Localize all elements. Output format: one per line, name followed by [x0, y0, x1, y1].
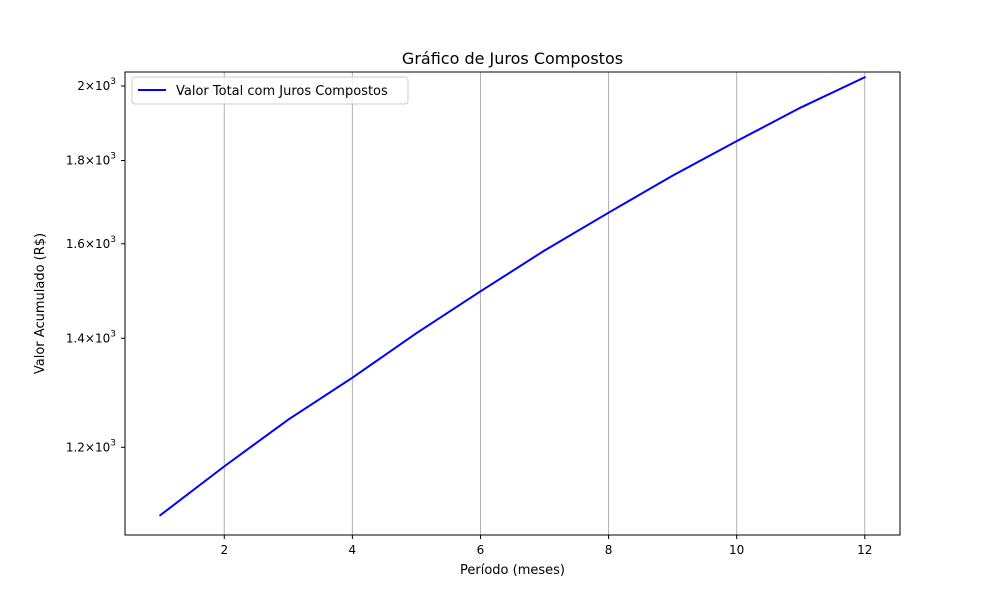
data-point — [864, 77, 865, 78]
data-point — [416, 333, 417, 334]
y-tick-label: 2×103 — [77, 77, 116, 93]
data-point — [480, 291, 481, 292]
x-tick-label: 6 — [477, 543, 485, 557]
data-point — [608, 212, 609, 213]
x-axis-label: Período (meses) — [460, 563, 565, 578]
data-point — [672, 175, 673, 176]
data-point — [224, 466, 225, 467]
x-tick-label: 2 — [220, 543, 228, 557]
data-point — [288, 419, 289, 420]
y-tick-label: 1.6×103 — [66, 235, 116, 251]
grid-layer — [223, 72, 866, 535]
legend-label: Valor Total com Juros Compostos — [176, 84, 388, 99]
data-point — [160, 515, 161, 516]
chart-title: Gráfico de Juros Compostos — [402, 49, 623, 68]
series-layer — [159, 76, 866, 517]
legend: Valor Total com Juros Compostos — [131, 76, 409, 105]
series-line — [159, 76, 866, 517]
data-point — [544, 250, 545, 251]
x-tick-label: 4 — [349, 543, 357, 557]
x-tick-label: 12 — [857, 543, 872, 557]
legend-box — [131, 76, 409, 105]
data-point — [352, 377, 353, 378]
y-tick-label: 1.4×103 — [66, 329, 116, 345]
y-tick-label: 1.8×103 — [66, 152, 116, 168]
plot-frame — [124, 71, 901, 536]
tick-layer: 2 4 6 8 10 12 1.2×103 1.4×103 1.6×103 1.8×103 2×10… — [66, 77, 873, 557]
y-axis-label: Valor Acumulado (R$) — [33, 233, 48, 374]
x-tick-label: 10 — [729, 543, 744, 557]
data-point — [800, 107, 801, 108]
y-tick-label: 1.2×103 — [66, 438, 116, 454]
x-tick-label: 8 — [605, 543, 613, 557]
data-point — [736, 141, 737, 142]
